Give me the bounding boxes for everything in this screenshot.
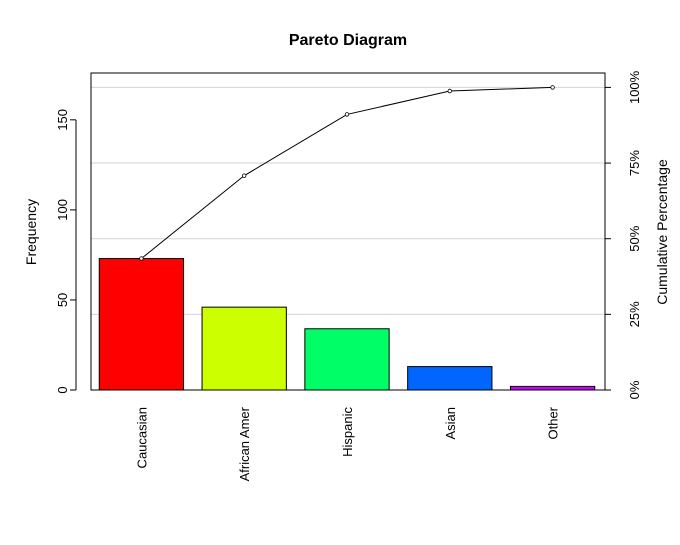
x-axis-labels: Caucasian African Amer Hispanic Asian Other (134, 406, 560, 481)
y2-tick-label: 100% (627, 70, 642, 104)
cumulative-line (139, 85, 555, 261)
cumulative-point (241, 173, 247, 178)
bar-other (509, 385, 596, 391)
y2-tick-label: 50% (627, 225, 642, 251)
y-tick-label: 50 (55, 293, 70, 307)
y2-tick-label: 75% (627, 150, 642, 176)
y2-axis-label: Cumulative Percentage (654, 159, 670, 305)
x-tick-label: Caucasian (134, 407, 149, 468)
bar-african-amer (201, 306, 287, 391)
bar-caucasian (98, 258, 185, 391)
cumulative-point (139, 256, 144, 261)
cumulative-point (550, 85, 555, 90)
y-tick-label: 0 (55, 386, 70, 393)
bar-hispanic (304, 328, 390, 391)
x-tick-label: Hispanic (340, 407, 355, 457)
bars (98, 258, 596, 391)
y2-tick-label: 0% (627, 380, 642, 399)
x-tick-label: African Amer (237, 406, 252, 481)
y2-tick-label: 25% (627, 301, 642, 327)
cumulative-point (344, 112, 350, 117)
chart-title: Pareto Diagram (289, 32, 407, 49)
grid-lines (91, 86, 605, 315)
y-axis: 0 50 100 150 (55, 109, 77, 394)
x-tick-label: Other (546, 406, 561, 439)
y-axis-label: Frequency (23, 199, 39, 265)
x-tick-label: Asian (443, 407, 458, 440)
y-tick-label: 100 (55, 199, 70, 221)
y-tick-label: 150 (55, 109, 70, 131)
bar-asian (407, 366, 493, 391)
y2-axis: 0% 25% 50% 75% 100% (604, 70, 642, 399)
cumulative-point (447, 88, 452, 94)
